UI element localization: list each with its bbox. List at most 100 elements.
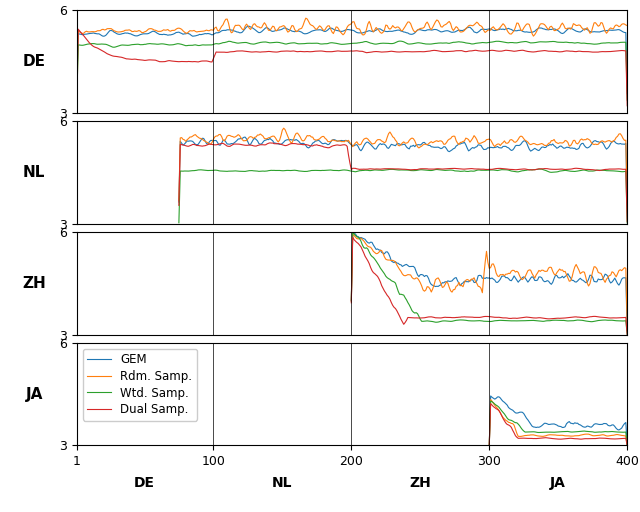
GEM (139, 31, 147, 37)
Y-axis label: NL: NL (23, 165, 45, 180)
Legend: GEM, Rdm. Samp., Wtd. Samp., Dual Samp.: GEM, Rdm. Samp., Wtd. Samp., Dual Samp. (83, 349, 197, 421)
Wtd. Samp. (420, 40, 428, 47)
GEM (245, 23, 253, 29)
Rdm. Samp. (473, 280, 481, 286)
Line: Wtd. Samp.: Wtd. Samp. (77, 41, 627, 102)
GEM (291, 137, 299, 143)
Dual Samp. (420, 49, 428, 55)
Wtd. Samp. (139, 41, 147, 48)
Dual Samp. (253, 49, 261, 55)
Wtd. Samp. (473, 318, 481, 324)
Dual Samp. (473, 166, 481, 172)
Wtd. Samp. (623, 442, 631, 449)
Y-axis label: ZH: ZH (22, 276, 46, 291)
GEM (252, 136, 260, 142)
GEM (420, 28, 428, 34)
Dual Samp. (292, 49, 300, 55)
GEM (472, 29, 479, 35)
Dual Samp. (291, 140, 299, 146)
Rdm. Samp. (470, 133, 478, 139)
Line: Rdm. Samp.: Rdm. Samp. (179, 128, 627, 202)
Rdm. Samp. (291, 133, 299, 139)
Dual Samp. (623, 219, 631, 225)
Dual Samp. (74, 26, 82, 32)
Dual Samp. (252, 143, 260, 149)
Line: GEM: GEM (179, 137, 627, 204)
GEM (473, 278, 481, 284)
Line: Rdm. Samp.: Rdm. Samp. (351, 234, 627, 326)
Dual Samp. (141, 57, 148, 63)
Rdm. Samp. (623, 323, 631, 329)
GEM (73, 91, 81, 97)
Wtd. Samp. (623, 220, 631, 226)
Dual Samp. (73, 88, 81, 94)
GEM (470, 280, 478, 286)
Line: Rdm. Samp.: Rdm. Samp. (489, 399, 627, 445)
Rdm. Samp. (623, 23, 631, 29)
Line: Rdm. Samp.: Rdm. Samp. (77, 18, 627, 113)
Rdm. Samp. (302, 15, 310, 21)
Rdm. Samp. (252, 134, 260, 140)
Text: ZH: ZH (410, 476, 431, 490)
Rdm. Samp. (474, 20, 482, 27)
Dual Samp. (474, 48, 482, 54)
GEM (623, 201, 631, 207)
Wtd. Samp. (470, 318, 478, 324)
Rdm. Samp. (139, 30, 147, 36)
Rdm. Samp. (291, 27, 299, 33)
GEM (419, 272, 427, 278)
GEM (419, 139, 427, 145)
Y-axis label: DE: DE (22, 54, 45, 69)
Text: DE: DE (134, 476, 155, 490)
Rdm. Samp. (73, 110, 81, 116)
Wtd. Samp. (472, 40, 479, 47)
Line: Wtd. Samp.: Wtd. Samp. (179, 169, 627, 223)
Line: Wtd. Samp.: Wtd. Samp. (489, 401, 627, 445)
Dual Samp. (623, 442, 631, 449)
Rdm. Samp. (252, 23, 260, 29)
Rdm. Samp. (623, 442, 631, 449)
Wtd. Samp. (419, 318, 427, 325)
Dual Samp. (470, 166, 478, 172)
Text: NL: NL (272, 476, 292, 490)
Wtd. Samp. (291, 167, 299, 173)
Line: GEM: GEM (77, 26, 627, 94)
Rdm. Samp. (419, 287, 427, 293)
GEM (623, 91, 631, 97)
Line: Dual Samp.: Dual Samp. (489, 403, 627, 445)
GEM (623, 328, 631, 334)
Rdm. Samp. (419, 142, 427, 148)
Dual Samp. (473, 314, 481, 321)
Wtd. Samp. (470, 168, 478, 174)
GEM (623, 442, 631, 449)
Wtd. Samp. (396, 38, 403, 44)
Wtd. Samp. (623, 97, 631, 103)
Y-axis label: JA: JA (26, 387, 43, 401)
GEM (473, 143, 481, 150)
Wtd. Samp. (419, 167, 427, 173)
Line: Dual Samp.: Dual Samp. (179, 143, 627, 222)
Dual Samp. (419, 315, 427, 321)
GEM (253, 29, 261, 35)
Line: Dual Samp.: Dual Samp. (77, 29, 627, 106)
Rdm. Samp. (472, 20, 479, 27)
Line: GEM: GEM (489, 396, 627, 445)
Wtd. Samp. (252, 168, 260, 174)
Wtd. Samp. (474, 40, 482, 46)
Wtd. Samp. (291, 40, 299, 46)
Line: Dual Samp.: Dual Samp. (351, 237, 627, 334)
Dual Samp. (623, 331, 631, 337)
Dual Samp. (419, 166, 427, 172)
Wtd. Samp. (473, 167, 481, 173)
Text: JA: JA (550, 476, 566, 490)
Rdm. Samp. (473, 137, 481, 143)
Rdm. Samp. (420, 24, 428, 30)
Dual Samp. (472, 47, 479, 53)
Line: GEM: GEM (351, 232, 627, 331)
Rdm. Samp. (623, 199, 631, 205)
GEM (470, 145, 478, 151)
Wtd. Samp. (623, 331, 631, 337)
Line: Wtd. Samp.: Wtd. Samp. (351, 232, 627, 334)
GEM (292, 28, 300, 34)
Dual Samp. (470, 314, 478, 321)
